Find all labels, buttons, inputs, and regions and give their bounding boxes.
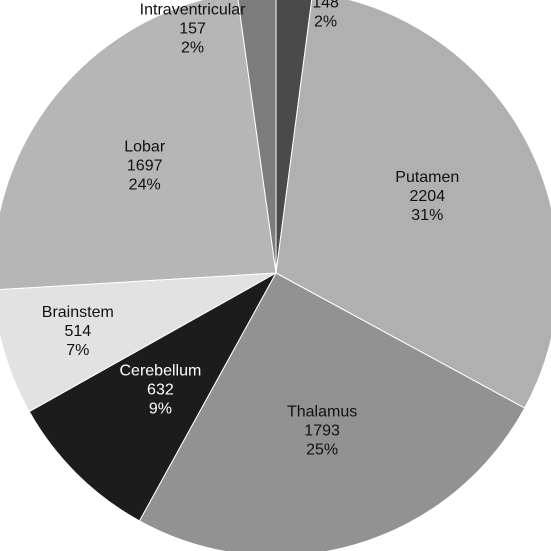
label-cerebellum: Cerebellum 632 9% [119,363,201,418]
label-thalamus: Thalamus 1793 25% [287,404,357,459]
slice-thalamus [138,272,526,551]
label-brainstem-value: 514 [64,323,91,340]
label-putamen-percent: 31% [411,207,443,224]
pie-labels: CaudateNucleus1482% Putamen 2204 31% Thalamu… [42,0,460,459]
label-thalamus-value: 1793 [304,423,340,440]
label-cerebellum-value: 632 [147,382,174,399]
label-putamen-name: Putamen [395,169,459,186]
label-lobar-name: Lobar [124,138,166,155]
label-putamen: Putamen 2204 31% [395,169,459,224]
label-brainstem-name: Brainstem [42,304,114,321]
label-caudate-nucleus-percent: 2% [314,13,337,30]
slice-intraventricular [237,0,277,274]
label-intraventricular-name: Intraventricular [140,2,246,19]
label-brainstem: Brainstem 514 7% [42,304,114,359]
label-intraventricular-value: 157 [179,21,206,38]
label-intraventricular: Intraventricular 157 2% [140,2,246,57]
slice-lobar [0,0,277,290]
slice-cerebellum [28,271,278,522]
label-intraventricular-percent: 2% [181,40,204,57]
slice-brainstem [0,272,277,413]
label-lobar: Lobar 1697 24% [124,138,166,193]
label-caudate-nucleus-value: 148 [312,0,339,11]
label-brainstem-percent: 7% [66,342,89,359]
label-thalamus-name: Thalamus [287,404,357,421]
label-lobar-value: 1697 [127,157,163,174]
label-caudate-nucleus: CaudateNucleus1482% [295,0,356,30]
label-cerebellum-percent: 9% [149,401,172,418]
label-cerebellum-name: Cerebellum [119,363,201,380]
label-thalamus-percent: 25% [306,442,338,459]
label-lobar-percent: 24% [129,176,161,193]
label-putamen-value: 2204 [410,188,446,205]
